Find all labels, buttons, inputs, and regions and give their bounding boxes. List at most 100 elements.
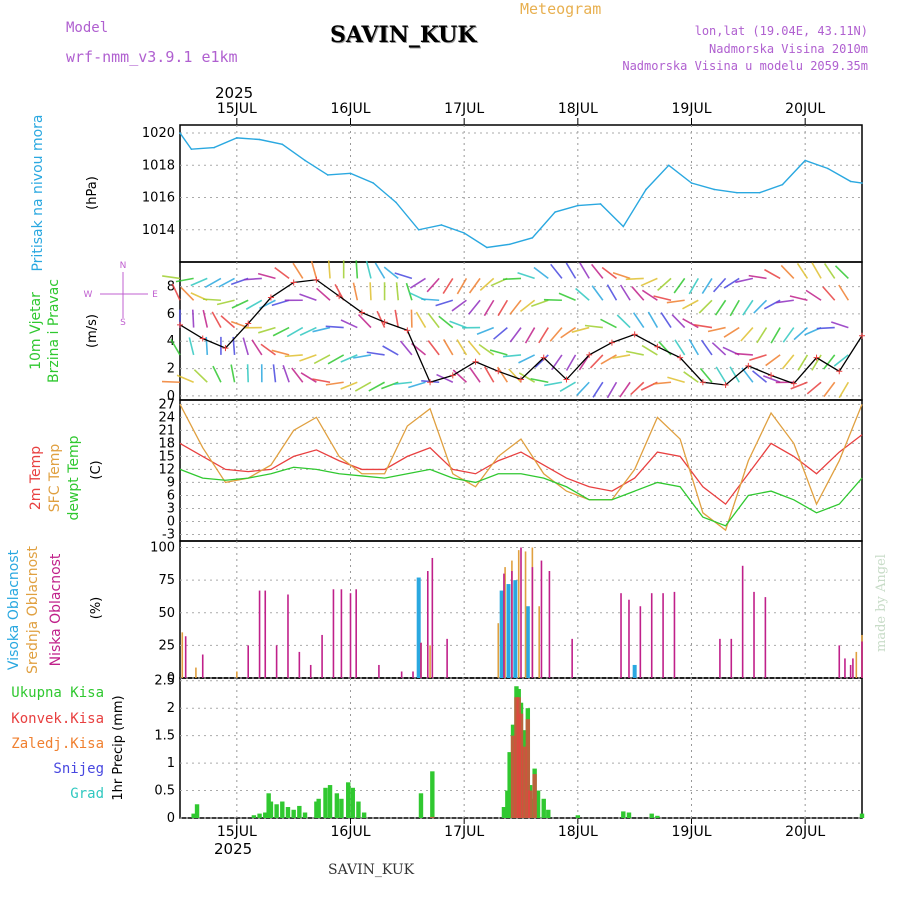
year-label-top: 2025 [215,84,253,102]
wind-arrow [452,369,467,383]
wind-arrow [483,299,495,317]
wind-arrow [282,364,290,383]
precip-bar-0 [268,801,274,818]
wind-arrow [793,326,808,341]
day-label-top: 18JUL [558,101,598,117]
precip-bar-0 [541,798,546,818]
location-coordinates: lon,lat (19.04E, 43.11N) [694,24,868,38]
wind-arrow [653,381,672,385]
cloud-bar-2 [201,654,204,678]
wind-arrow [312,326,331,333]
cloud-bar-2 [378,664,380,678]
y-tick-label: 2 [167,362,175,377]
compass-east: E [152,290,158,300]
temp-series-line-0 [179,434,863,506]
pressure-axis-unit: (hPa) [85,176,100,210]
wind-arrow [162,275,181,280]
cloud-bar-2 [540,560,543,678]
y-tick-label: 8 [167,280,175,295]
precip-bar-0 [323,787,328,818]
wind-arrow [780,264,795,279]
wind-arrow [258,326,276,334]
wind-arrow [352,282,359,301]
wind-arrow [579,262,590,279]
wind-arrow [834,265,849,279]
y-tick-label: 0 [167,811,175,826]
wind-arrow [193,369,208,383]
wind-arrow [660,312,672,329]
wind-arrow [299,354,317,362]
day-label-top: 15JUL [217,101,257,117]
wind-arrow [497,299,509,317]
pressure-point [531,237,534,239]
y-tick-label: 75 [158,573,175,588]
wind-arrow [765,354,781,367]
wind-arrow [811,262,822,279]
cloud-bar-2 [503,573,505,678]
precip-bar-0 [621,811,626,818]
pressure-point [440,224,443,226]
wind-arrow [682,299,699,310]
wind-arrow [484,366,495,383]
y-tick-label: 1020 [142,126,175,141]
y-tick-label: 4 [167,334,175,349]
wind-gust-marker [336,293,343,300]
wind-arrow [630,381,645,396]
wind-arrow [313,354,331,365]
station-elevation: Nadmorska Visina 2010m [709,42,868,56]
wind-arrow [530,377,549,384]
cloud-bar-2 [309,664,312,678]
wind-arrow [220,315,236,329]
y-tick-label: 50 [158,606,175,621]
wind-arrow [590,263,604,279]
wind-arrow [701,277,713,295]
cloud-bar-2 [355,589,357,678]
cloud-bar-2 [861,641,863,678]
wind-gust-marker [699,379,706,386]
day-label-bottom: 17JUL [444,824,484,840]
wind-arrow [383,266,399,280]
wind-gust-marker [449,372,456,379]
wind-arrow [543,298,562,302]
wind-arrow [202,298,221,302]
wind-arrow [796,262,809,279]
wind-arrow [775,299,794,304]
precip-bar-0 [257,813,262,818]
cloud-bar-2 [247,645,249,678]
wind-arrow [405,282,413,301]
precip-bar-1 [430,816,435,818]
cloud-bar-2 [753,591,755,678]
wind-arrow [291,367,304,383]
wind-gust-marker [381,319,388,326]
wind-arrow [272,364,277,383]
cloud-high-legend: Visoka Oblacnost [6,549,22,670]
wind-arrow [707,326,726,333]
wind-arrow [752,370,768,383]
wind-speed-line [179,279,863,386]
pressure-point [190,148,193,150]
wind-arrow [576,381,590,396]
cloud-bar-2 [764,597,767,678]
cloud-bar-2 [852,658,854,678]
cloud-bar-2 [412,671,414,678]
wind-arrow [502,277,522,281]
wind-arrow [517,271,535,280]
pressure-point [667,164,670,167]
precip-bar-0 [191,813,196,818]
compass-cross [100,272,148,318]
wind-arrow [559,381,576,393]
precip-bar-1 [527,790,533,818]
precip-bar-0 [263,812,268,818]
cloud-bar-2 [184,636,187,678]
y-tick-label: 1.5 [154,729,175,744]
cloud-bar-0 [525,606,530,678]
wind-gust-marker [358,309,365,316]
cloud-bar-2 [400,671,403,678]
precip-bar-0 [314,801,319,818]
wind-arrow [489,349,508,356]
wind-arrow [823,381,836,398]
wind-arrow [325,381,344,386]
wind-arrow [833,354,849,367]
wind-arrow [641,344,658,356]
wind-arrow [340,381,358,390]
